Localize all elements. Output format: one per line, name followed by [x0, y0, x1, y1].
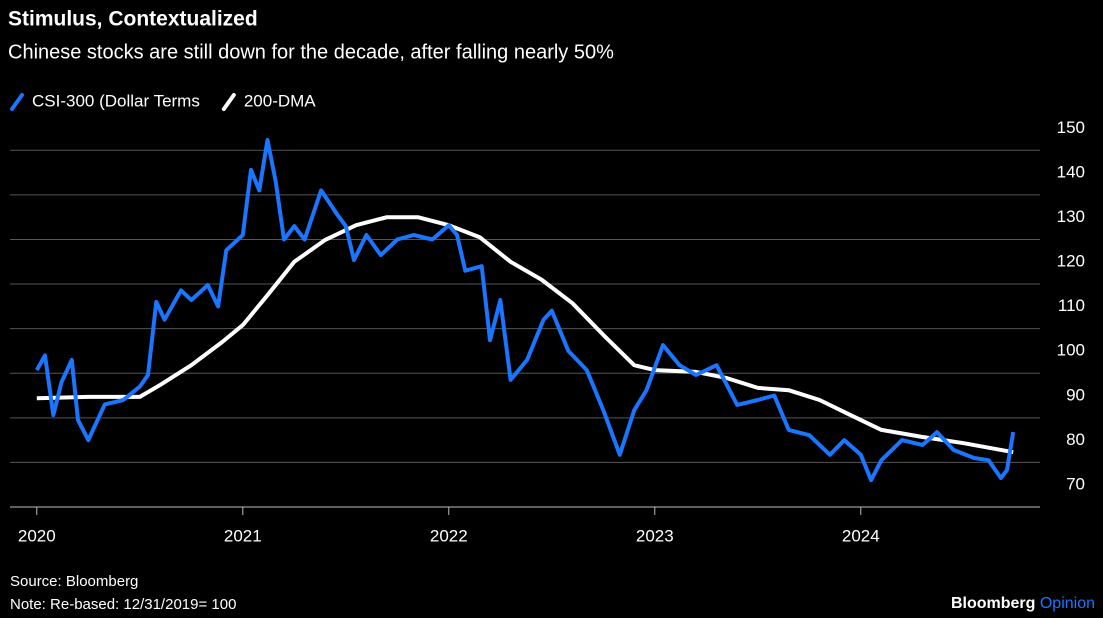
source: Source: Bloomberg [10, 573, 138, 590]
y-tick-label: 120 [1057, 252, 1085, 271]
y-tick-label: 80 [1066, 430, 1085, 449]
x-tick-label: 2020 [18, 526, 56, 545]
y-tick-label: 110 [1058, 296, 1085, 315]
legend-swatch [10, 93, 24, 111]
x-tick-label: 2024 [842, 526, 880, 545]
chart-subtitle: Chinese stocks are still down for the de… [8, 41, 614, 63]
legend-swatch [221, 93, 236, 111]
y-tick-label: 90 [1066, 385, 1085, 404]
chart-title: Stimulus, Contextualized [8, 8, 258, 31]
y-tick-label: 150 [1057, 118, 1085, 137]
legend-label: CSI-300 (Dollar Terms [32, 91, 200, 110]
brand-opinion: Opinion [1040, 595, 1095, 612]
y-tick-label: 100 [1057, 341, 1085, 360]
x-tick-label: 2023 [636, 526, 674, 545]
series-line [36, 215, 1014, 455]
y-tick-label: 70 [1066, 474, 1085, 493]
legend-label: 200-DMA [244, 91, 316, 110]
series-line [35, 138, 1016, 483]
y-tick-label: 130 [1057, 207, 1085, 226]
brand-name: Bloomberg [951, 595, 1035, 612]
x-tick-label: 2021 [224, 526, 262, 545]
x-tick-label: 2022 [430, 526, 468, 545]
brand: Bloomberg Opinion [951, 595, 1095, 612]
y-tick-label: 140 [1057, 162, 1085, 181]
note: Note: Re-based: 12/31/2019= 100 [10, 596, 236, 613]
